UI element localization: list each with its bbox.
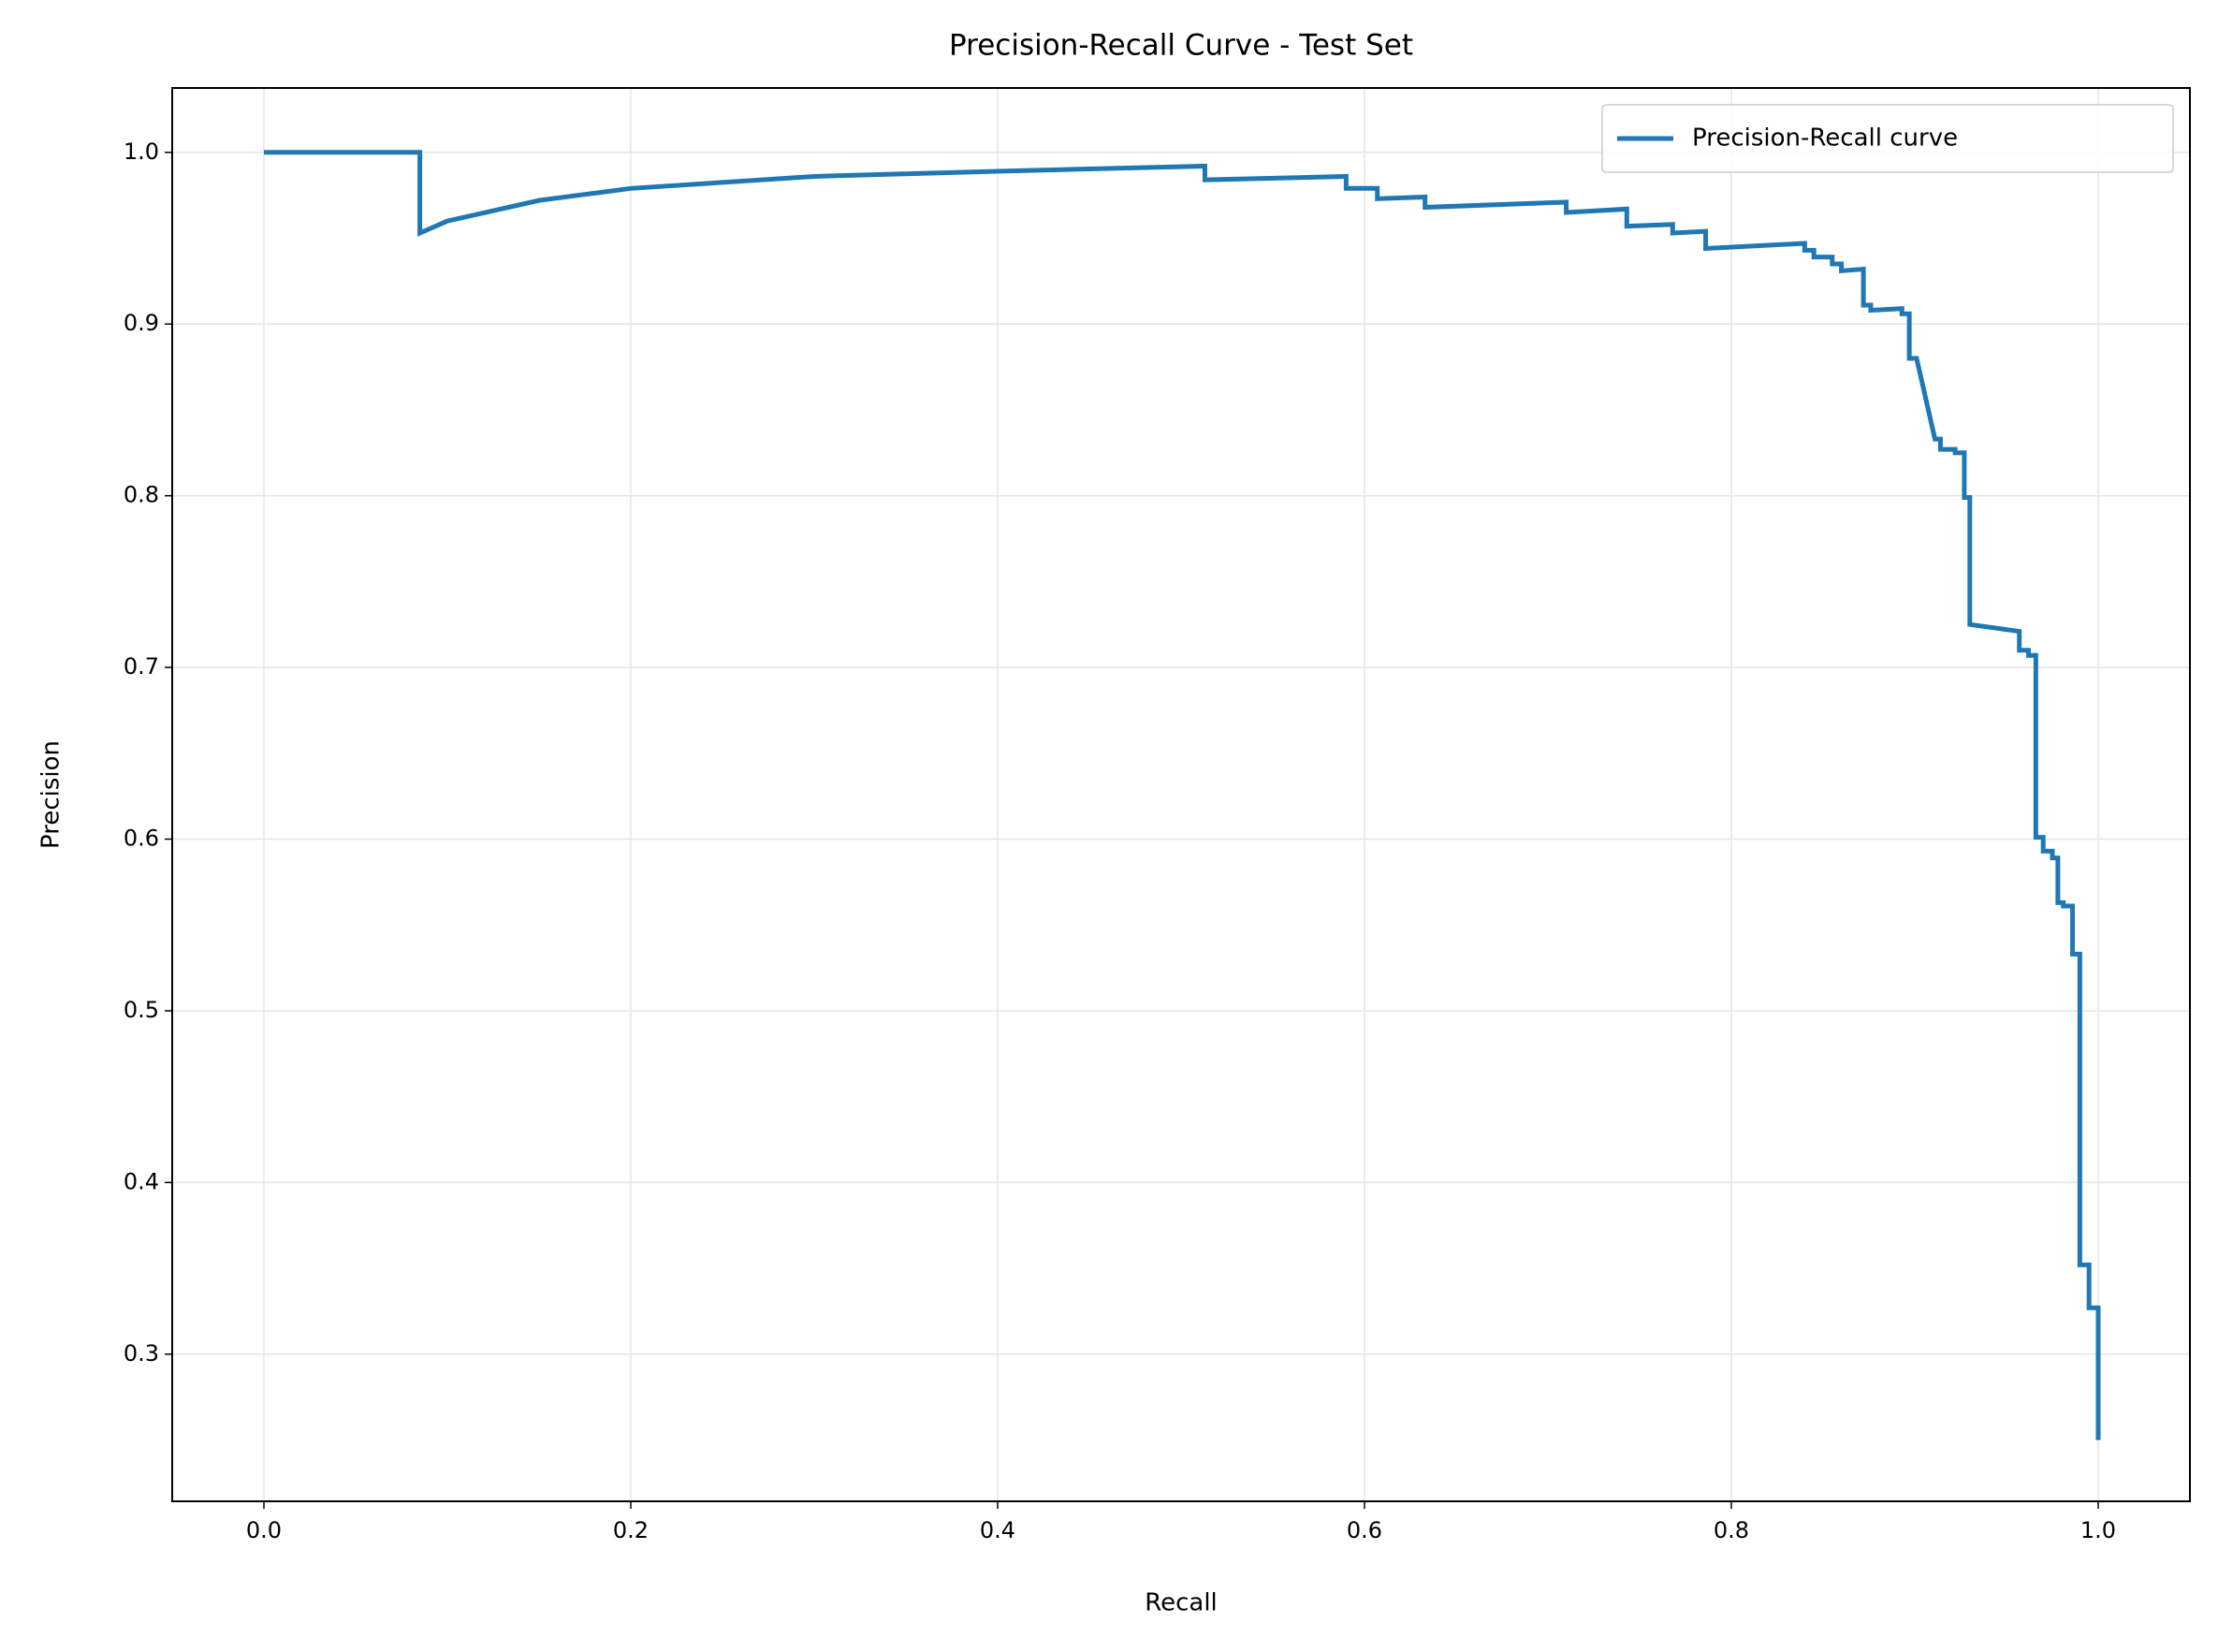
y-tick-label: 0.4	[124, 1168, 159, 1194]
x-tick-label: 0.8	[1714, 1517, 1749, 1543]
x-tick-label: 0.4	[980, 1517, 1015, 1543]
y-tick-label: 0.3	[124, 1340, 159, 1367]
x-tick-label: 0.2	[613, 1517, 649, 1543]
y-tick-label: 0.8	[124, 482, 159, 508]
y-tick-label: 0.9	[124, 310, 159, 336]
x-tick-label: 1.0	[2080, 1517, 2116, 1543]
plot-frame	[171, 87, 2191, 1502]
legend-label: Precision-Recall curve	[1692, 124, 1958, 153]
chart-title: Precision-Recall Curve - Test Set	[949, 29, 1413, 63]
pr-curve	[264, 150, 2101, 1440]
legend-box	[1601, 104, 2174, 173]
x-tick-label: 0.6	[1347, 1517, 1382, 1543]
x-axis-label: Recall	[1145, 1589, 1218, 1617]
y-tick-label: 0.5	[124, 997, 159, 1023]
y-axis-label: Precision	[37, 740, 66, 849]
y-tick-label: 0.7	[124, 653, 159, 680]
x-tick-label: 0.0	[246, 1517, 282, 1543]
y-tick-label: 1.0	[124, 139, 159, 165]
y-tick-label: 0.6	[124, 826, 159, 852]
